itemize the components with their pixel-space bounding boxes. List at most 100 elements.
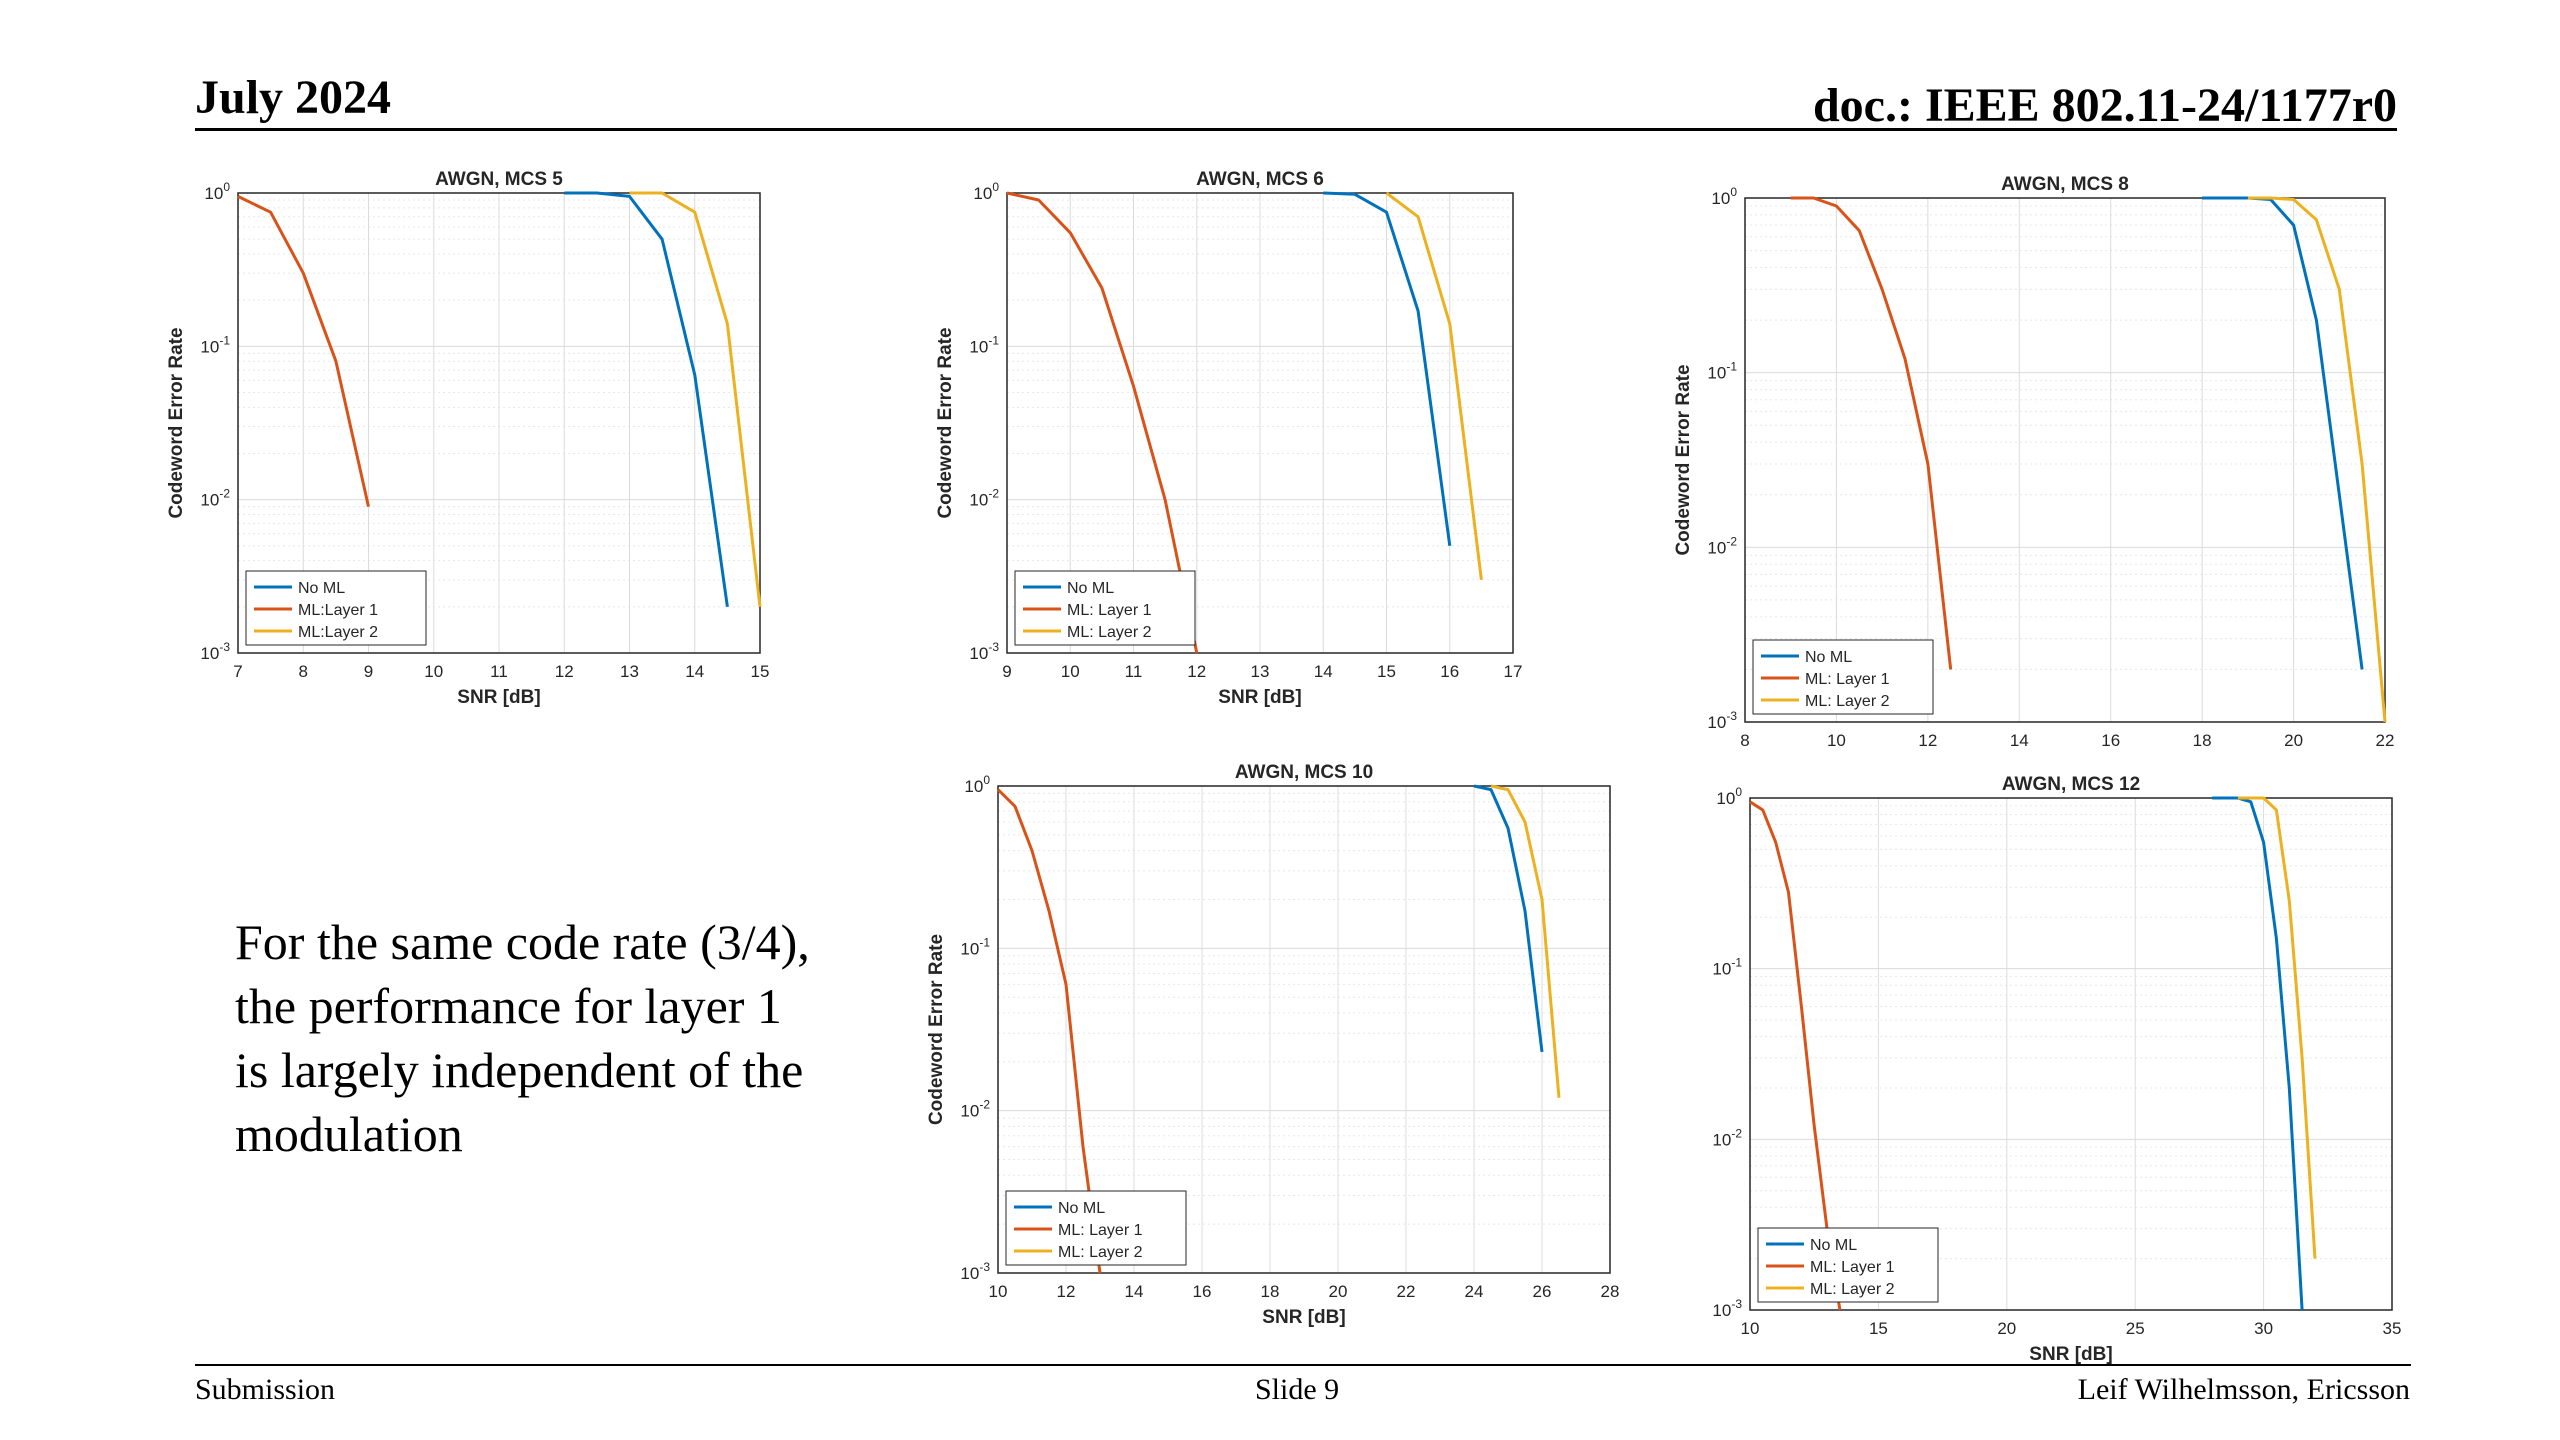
x-tick-label: 14 bbox=[1125, 1282, 1144, 1301]
y-tick-exponent: 0 bbox=[1730, 185, 1737, 199]
x-tick-label: 35 bbox=[2383, 1319, 2402, 1338]
plot-frame bbox=[1749, 797, 2393, 1311]
y-tick-exponent: -1 bbox=[219, 333, 230, 347]
legend-entry: ML: Layer 1 bbox=[1058, 1222, 1143, 1239]
y-tick-exponent: -3 bbox=[1726, 709, 1737, 723]
header-rule bbox=[195, 128, 2397, 131]
legend-entry: ML: Layer 2 bbox=[1805, 693, 1890, 710]
x-tick-label: 9 bbox=[1002, 662, 1011, 681]
x-tick-label: 16 bbox=[1440, 662, 1459, 681]
x-tick-label: 26 bbox=[1533, 1282, 1552, 1301]
y-tick-exponent: 0 bbox=[992, 180, 999, 194]
y-tick-label: 10-2 bbox=[960, 1098, 990, 1121]
x-tick-label: 20 bbox=[2284, 731, 2303, 750]
y-tick-label: 100 bbox=[973, 180, 999, 203]
y-tick-label: 100 bbox=[1716, 785, 1742, 808]
footer-rule bbox=[195, 1364, 2411, 1366]
series-line bbox=[2212, 796, 2304, 1311]
y-tick-exponent: -2 bbox=[988, 487, 999, 501]
plot-frame bbox=[1744, 197, 2386, 723]
legend-entry: No ML bbox=[298, 580, 345, 597]
series-line bbox=[1749, 800, 1842, 1311]
x-tick-label: 8 bbox=[1740, 731, 1749, 750]
y-tick-label: 10-2 bbox=[1707, 534, 1737, 557]
footer-author: Leif Wilhelmsson, Ericsson bbox=[2077, 1373, 2410, 1406]
y-tick-exponent: -2 bbox=[219, 487, 230, 501]
y-tick-exponent: -1 bbox=[988, 333, 999, 347]
chart-mcs8: 10-3 10-2 10-1 100 8 10 12 14 16 18 20 22 AWGN, MCS … bbox=[1673, 174, 2395, 750]
y-tick-label: 10-2 bbox=[200, 487, 230, 510]
chart-mcs10: 10-3 10-2 10-1 100 10 12 14 16 18 20 22 24 26 28 AWGN,… bbox=[926, 762, 1619, 1328]
y-tick-label: 10-2 bbox=[969, 487, 999, 510]
y-tick-exponent: -3 bbox=[1731, 1297, 1742, 1311]
x-tick-label: 9 bbox=[364, 662, 373, 681]
chart-mcs5: 10-3 10-2 10-1 100 7 8 9 10 11 12 13 14 15 AWGN, MCS … bbox=[166, 169, 770, 708]
footer-slide-number: Slide 9 bbox=[1255, 1373, 1340, 1406]
series-line bbox=[2237, 796, 2317, 1259]
x-tick-label: 15 bbox=[751, 662, 770, 681]
y-tick-label: 100 bbox=[1711, 185, 1737, 208]
x-tick-label: 22 bbox=[1397, 1282, 1416, 1301]
y-tick-label: 10-2 bbox=[1712, 1126, 1742, 1149]
series-line bbox=[1006, 191, 1199, 654]
explanation-line: the performance for layer 1 bbox=[235, 978, 782, 1034]
x-tick-label: 10 bbox=[424, 662, 443, 681]
series-line bbox=[1385, 191, 1483, 580]
y-tick-label: 10-1 bbox=[969, 333, 999, 356]
y-tick-exponent: -3 bbox=[988, 640, 999, 654]
plot-frame bbox=[997, 785, 1611, 1274]
legend-entry: ML: Layer 1 bbox=[1067, 602, 1152, 619]
legend-entry: ML:Layer 1 bbox=[298, 602, 378, 619]
x-tick-label: 16 bbox=[2101, 731, 2120, 750]
series-line bbox=[629, 191, 762, 607]
x-tick-label: 10 bbox=[1741, 1319, 1760, 1338]
legend-entry: ML: Layer 1 bbox=[1810, 1259, 1895, 1276]
x-tick-label: 16 bbox=[1193, 1282, 1212, 1301]
y-tick-label: 10-1 bbox=[200, 333, 230, 356]
x-tick-label: 24 bbox=[1465, 1282, 1484, 1301]
x-tick-label: 25 bbox=[2126, 1319, 2145, 1338]
plot-area bbox=[1745, 198, 2385, 722]
x-tick-label: 10 bbox=[1827, 731, 1846, 750]
y-tick-label: 10-1 bbox=[1707, 360, 1737, 383]
footer-submission: Submission bbox=[195, 1373, 336, 1406]
x-tick-label: 12 bbox=[1187, 662, 1206, 681]
plot-frame bbox=[237, 192, 761, 654]
x-tick-label: 14 bbox=[2010, 731, 2029, 750]
chart-mcs12: 10-3 10-2 10-1 100 10 15 20 25 30 35 AWGN, MCS 12 S… bbox=[1712, 774, 2402, 1365]
series-line bbox=[1473, 784, 1544, 1053]
y-tick-exponent: 0 bbox=[1735, 785, 1742, 799]
series-line bbox=[1323, 191, 1452, 547]
series-line bbox=[1490, 784, 1561, 1098]
x-tick-label: 7 bbox=[233, 662, 242, 681]
chart-title: AWGN, MCS 6 bbox=[1196, 169, 1324, 190]
x-axis-label: SNR [dB] bbox=[1262, 1307, 1345, 1328]
y-tick-exponent: -2 bbox=[1731, 1126, 1742, 1140]
x-axis-label: SNR [dB] bbox=[2029, 1344, 2112, 1365]
x-tick-label: 12 bbox=[1918, 731, 1937, 750]
y-tick-exponent: -1 bbox=[979, 935, 990, 949]
x-tick-label: 11 bbox=[490, 662, 508, 681]
legend-entry: No ML bbox=[1805, 649, 1852, 666]
chart-mcs6: 10-3 10-2 10-1 100 9 10 11 12 13 14 15 16 17 AWGN, MC… bbox=[935, 169, 1522, 708]
legend-entry: ML: Layer 2 bbox=[1810, 1281, 1895, 1298]
x-tick-label: 11 bbox=[1125, 662, 1143, 681]
y-axis-label: Codeword Error Rate bbox=[935, 327, 956, 518]
x-tick-label: 15 bbox=[1377, 662, 1396, 681]
explanation-text: For the same code rate (3/4), the perfor… bbox=[235, 910, 875, 1166]
y-tick-exponent: -3 bbox=[219, 640, 230, 654]
explanation-line: modulation bbox=[235, 1106, 463, 1162]
y-tick-exponent: -1 bbox=[1726, 360, 1737, 374]
series-line bbox=[996, 788, 1102, 1274]
legend-entry: ML: Layer 2 bbox=[1067, 624, 1152, 641]
x-tick-label: 20 bbox=[1997, 1319, 2016, 1338]
x-tick-label: 10 bbox=[989, 1282, 1008, 1301]
x-axis-label: SNR [dB] bbox=[457, 687, 540, 708]
explanation-line: For the same code rate (3/4), bbox=[235, 914, 810, 970]
explanation-line: is largely independent of the bbox=[235, 1042, 804, 1098]
x-tick-label: 22 bbox=[2376, 731, 2395, 750]
y-tick-label: 10-1 bbox=[1712, 956, 1742, 979]
legend-entry: ML: Layer 2 bbox=[1058, 1244, 1143, 1261]
series-line bbox=[564, 191, 729, 608]
y-tick-label: 10-3 bbox=[200, 640, 230, 663]
